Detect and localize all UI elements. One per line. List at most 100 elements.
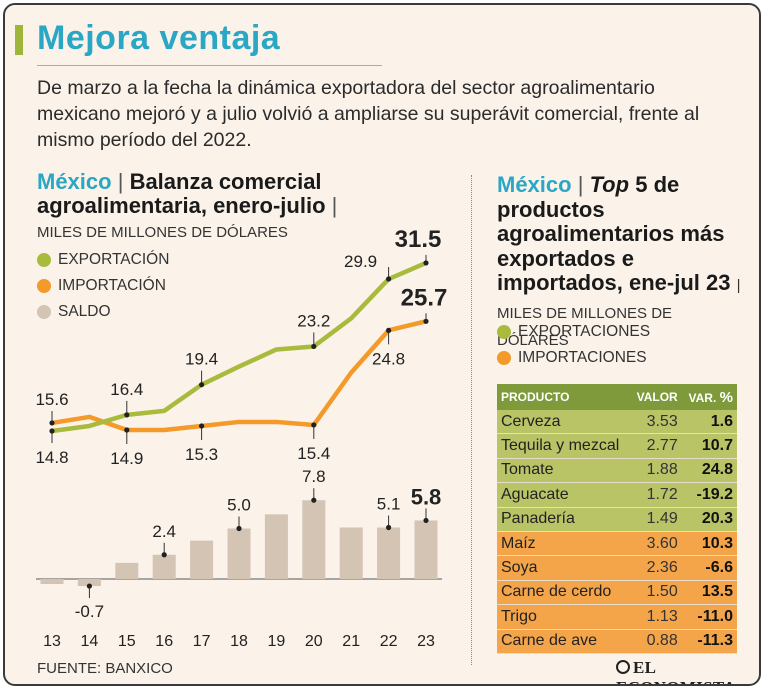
col-change: VAR. %: [681, 384, 737, 410]
saldo-marker-point: [236, 525, 242, 532]
legend-item-export: EXPORTACIÓN: [37, 247, 169, 273]
legend-label: IMPORTACIONES: [518, 349, 647, 366]
title-rule: [37, 65, 382, 66]
x-tick-label: 14: [81, 633, 99, 650]
x-tick-label: 19: [268, 633, 286, 650]
product-name: Aguacate: [497, 482, 630, 508]
saldo-value-label: 5.0: [227, 496, 251, 515]
saldo-bar: [40, 579, 64, 585]
product-name: Tomate: [497, 458, 630, 484]
product-value: 2.36: [630, 555, 682, 581]
country-label: México: [497, 172, 572, 197]
import-marker-point: [423, 318, 429, 324]
x-tick-label: 18: [230, 633, 248, 650]
top5-title-text: de productos agroalimentarios más export…: [497, 172, 731, 295]
top-number: 5: [635, 172, 648, 197]
product-name: Carne de ave: [497, 629, 630, 654]
product-change: 20.3: [681, 507, 737, 532]
product-value: 3.53: [630, 410, 682, 435]
balance-legend: EXPORTACIÓN IMPORTACIÓN SALDO: [37, 247, 169, 325]
saldo-marker-point: [311, 497, 317, 503]
page-title: Mejora ventaja: [37, 19, 281, 57]
export-marker-point: [423, 260, 429, 266]
saldo-value-label: 2.4: [152, 522, 176, 541]
top5-title: México | Top 5 de productos agroalimenta…: [497, 172, 747, 354]
saldo-marker-point: [423, 517, 429, 524]
export-value-label: 14.8: [35, 448, 68, 467]
legend-swatch: [37, 253, 51, 267]
product-change: -11.3: [681, 629, 737, 654]
saldo-marker-point: [86, 583, 92, 589]
product-row: Soya 2.36 -6.6: [497, 555, 737, 581]
x-tick-label: 22: [380, 633, 398, 650]
saldo-bar: [115, 562, 139, 579]
product-change: 10.7: [681, 433, 737, 459]
table-header-row: PRODUCTO VALOR VAR. %: [497, 384, 737, 410]
x-tick-label: 13: [43, 633, 61, 650]
legend-label: EXPORTACIONES: [518, 323, 651, 340]
infographic-frame: Mejora ventaja De marzo a la fecha la di…: [3, 3, 761, 686]
saldo-bar: [302, 500, 326, 579]
x-tick-label: 20: [305, 633, 323, 650]
saldo-bar: [152, 554, 176, 579]
saldo-value-label: 5.8: [411, 484, 442, 509]
x-tick-label: 15: [118, 633, 136, 650]
x-tick-label: 23: [417, 633, 435, 650]
product-value: 1.88: [630, 458, 682, 484]
import-value-label: 15.4: [297, 444, 330, 463]
products-table: PRODUCTO VALOR VAR. % Cerveza 3.53 1.6 Tequ…: [497, 384, 737, 654]
separator: |: [577, 172, 584, 197]
product-name: Trigo: [497, 604, 630, 630]
legend-item-saldo: SALDO: [37, 299, 169, 325]
saldo-marker-point: [386, 524, 392, 531]
export-value-label: 19.4: [185, 350, 218, 369]
brand-name: EL ECONOMISTA: [616, 658, 736, 684]
panel-divider: [471, 175, 472, 665]
import-marker-point: [311, 422, 317, 428]
import-value-label: 15.3: [185, 445, 218, 464]
product-value: 0.88: [630, 629, 682, 654]
units-label: MILES DE MILLONES DE DÓLARES: [37, 224, 288, 241]
export-line: [51, 260, 427, 434]
import-marker-point: [386, 327, 392, 333]
product-row: Maíz 3.60 10.3: [497, 531, 737, 557]
import-value-label: 14.9: [110, 449, 143, 468]
legend-item-exportaciones: EXPORTACIONES: [497, 319, 650, 345]
x-tick-label: 16: [155, 633, 173, 650]
product-change: 13.5: [681, 580, 737, 606]
product-change: 24.8: [681, 458, 737, 484]
product-row: Trigo 1.13 -11.0: [497, 604, 737, 630]
product-row: Cerveza 3.53 1.6: [497, 410, 737, 435]
source-note: FUENTE: BANXICO: [37, 660, 173, 677]
top5-units: | MILES DE MILLONES DE DÓLARES: [497, 277, 741, 349]
export-value-label: 23.2: [297, 311, 330, 330]
country-label: México: [37, 169, 112, 194]
col-value: VALOR: [630, 384, 682, 410]
product-change: -11.0: [681, 604, 737, 630]
saldo-value-label: -0.7: [75, 602, 104, 621]
export-marker-point: [311, 343, 317, 350]
top-word: Top: [589, 172, 630, 197]
product-value: 3.60: [630, 531, 682, 557]
import-marker-point: [199, 423, 205, 429]
export-value-label: 29.9: [344, 252, 377, 271]
saldo-value-label: 5.1: [377, 494, 401, 513]
product-name: Soya: [497, 555, 630, 581]
legend-swatch: [497, 325, 511, 339]
product-value: 1.13: [630, 604, 682, 630]
legend-label: IMPORTACIÓN: [58, 277, 166, 294]
export-value-label: 31.5: [395, 226, 442, 253]
product-value: 1.49: [630, 507, 682, 532]
saldo-bar: [227, 528, 251, 579]
top5-legend: EXPORTACIONES IMPORTACIONES: [497, 319, 650, 371]
product-row: Panadería 1.49 20.3: [497, 507, 737, 532]
saldo-bar: [77, 579, 101, 587]
legend-item-import: IMPORTACIÓN: [37, 273, 169, 299]
export-marker-point: [49, 428, 55, 434]
product-row: Carne de ave 0.88 -11.3: [497, 629, 737, 654]
legend-swatch: [497, 351, 511, 365]
import-value-label: 24.8: [372, 349, 405, 368]
product-row: Aguacate 1.72 -19.2: [497, 482, 737, 508]
import-line: [51, 319, 427, 433]
